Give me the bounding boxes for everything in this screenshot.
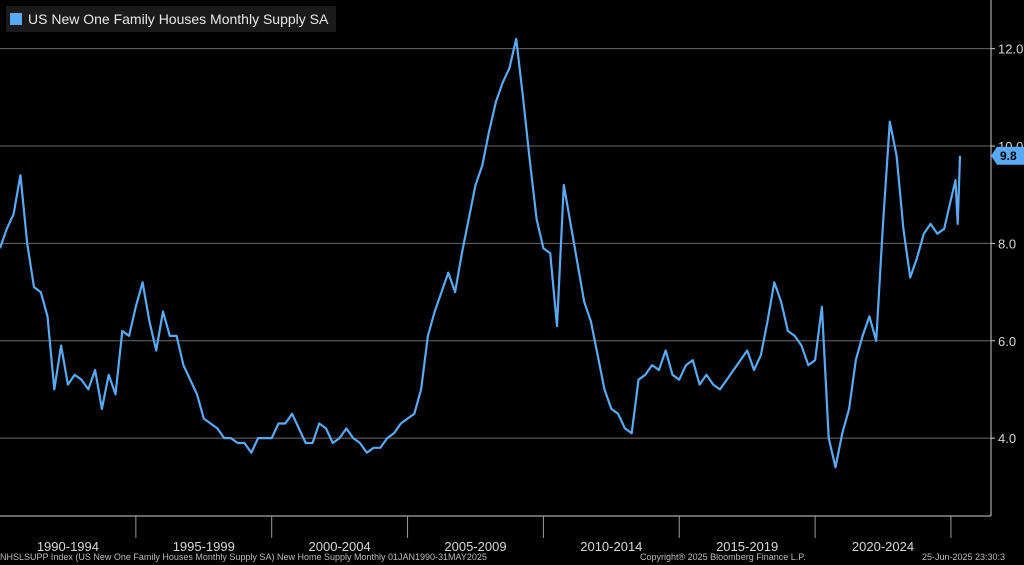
- y-tick-label: 4.0: [998, 431, 1016, 446]
- y-tick-label: 12.0: [998, 42, 1023, 57]
- x-tick-label: 2005-2009: [444, 539, 506, 554]
- x-axis-ticks: 1990-1994 1995-1999 2000-2004 2005-2009 2010…: [37, 516, 952, 554]
- last-value-marker: 9.8: [991, 146, 1024, 165]
- footer-source: NHSLSUPP Index (US New One Family Houses…: [0, 552, 487, 562]
- chart-legend: US New One Family Houses Monthly Supply …: [6, 6, 337, 32]
- footer-timestamp: 25-Jun-2025 23:30:3: [922, 552, 1006, 562]
- last-value-badge: [991, 146, 1024, 165]
- legend-label: US New One Family Houses Monthly Supply …: [28, 11, 329, 27]
- y-tick-label: 6.0: [998, 334, 1016, 349]
- legend-swatch: [10, 13, 22, 25]
- x-tick-label: 2020-2024: [852, 539, 914, 554]
- x-tick-label: 1990-1994: [37, 539, 99, 554]
- x-tick-label: 2010-2014: [580, 539, 642, 554]
- x-tick-label: 2000-2004: [309, 539, 371, 554]
- y-tick-label: 8.0: [998, 236, 1016, 251]
- y-axis-ticks: 4.06.08.010.012.0: [991, 42, 1023, 446]
- gridlines: [0, 48, 991, 439]
- x-tick-label: 2015-2019: [716, 539, 778, 554]
- x-tick-label: 1995-1999: [173, 539, 235, 554]
- last-value-label: 9.8: [1000, 149, 1017, 163]
- footer-copyright: Copyright® 2025 Bloomberg Finance L.P.: [640, 552, 806, 562]
- series-line-supply: [0, 37, 962, 469]
